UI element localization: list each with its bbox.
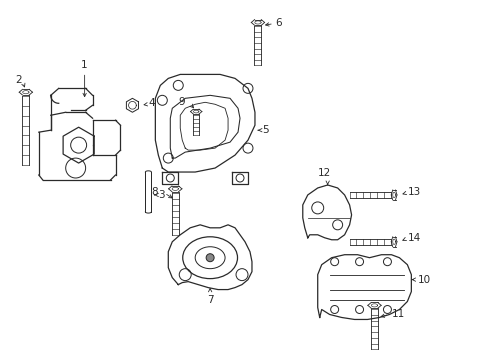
Text: 4: 4	[148, 98, 155, 108]
Text: 12: 12	[318, 168, 331, 178]
Text: 13: 13	[407, 187, 420, 197]
Text: 10: 10	[417, 275, 430, 285]
Text: 14: 14	[407, 233, 420, 243]
Text: 3: 3	[158, 190, 165, 200]
Text: 5: 5	[262, 125, 269, 135]
Circle shape	[71, 137, 87, 153]
Circle shape	[206, 254, 214, 262]
Text: 6: 6	[275, 18, 282, 28]
Text: 2: 2	[16, 75, 22, 85]
Text: 8: 8	[152, 187, 158, 197]
Text: 9: 9	[179, 97, 185, 107]
Text: 11: 11	[392, 310, 405, 319]
Text: 7: 7	[207, 294, 214, 305]
Text: 1: 1	[81, 60, 88, 71]
